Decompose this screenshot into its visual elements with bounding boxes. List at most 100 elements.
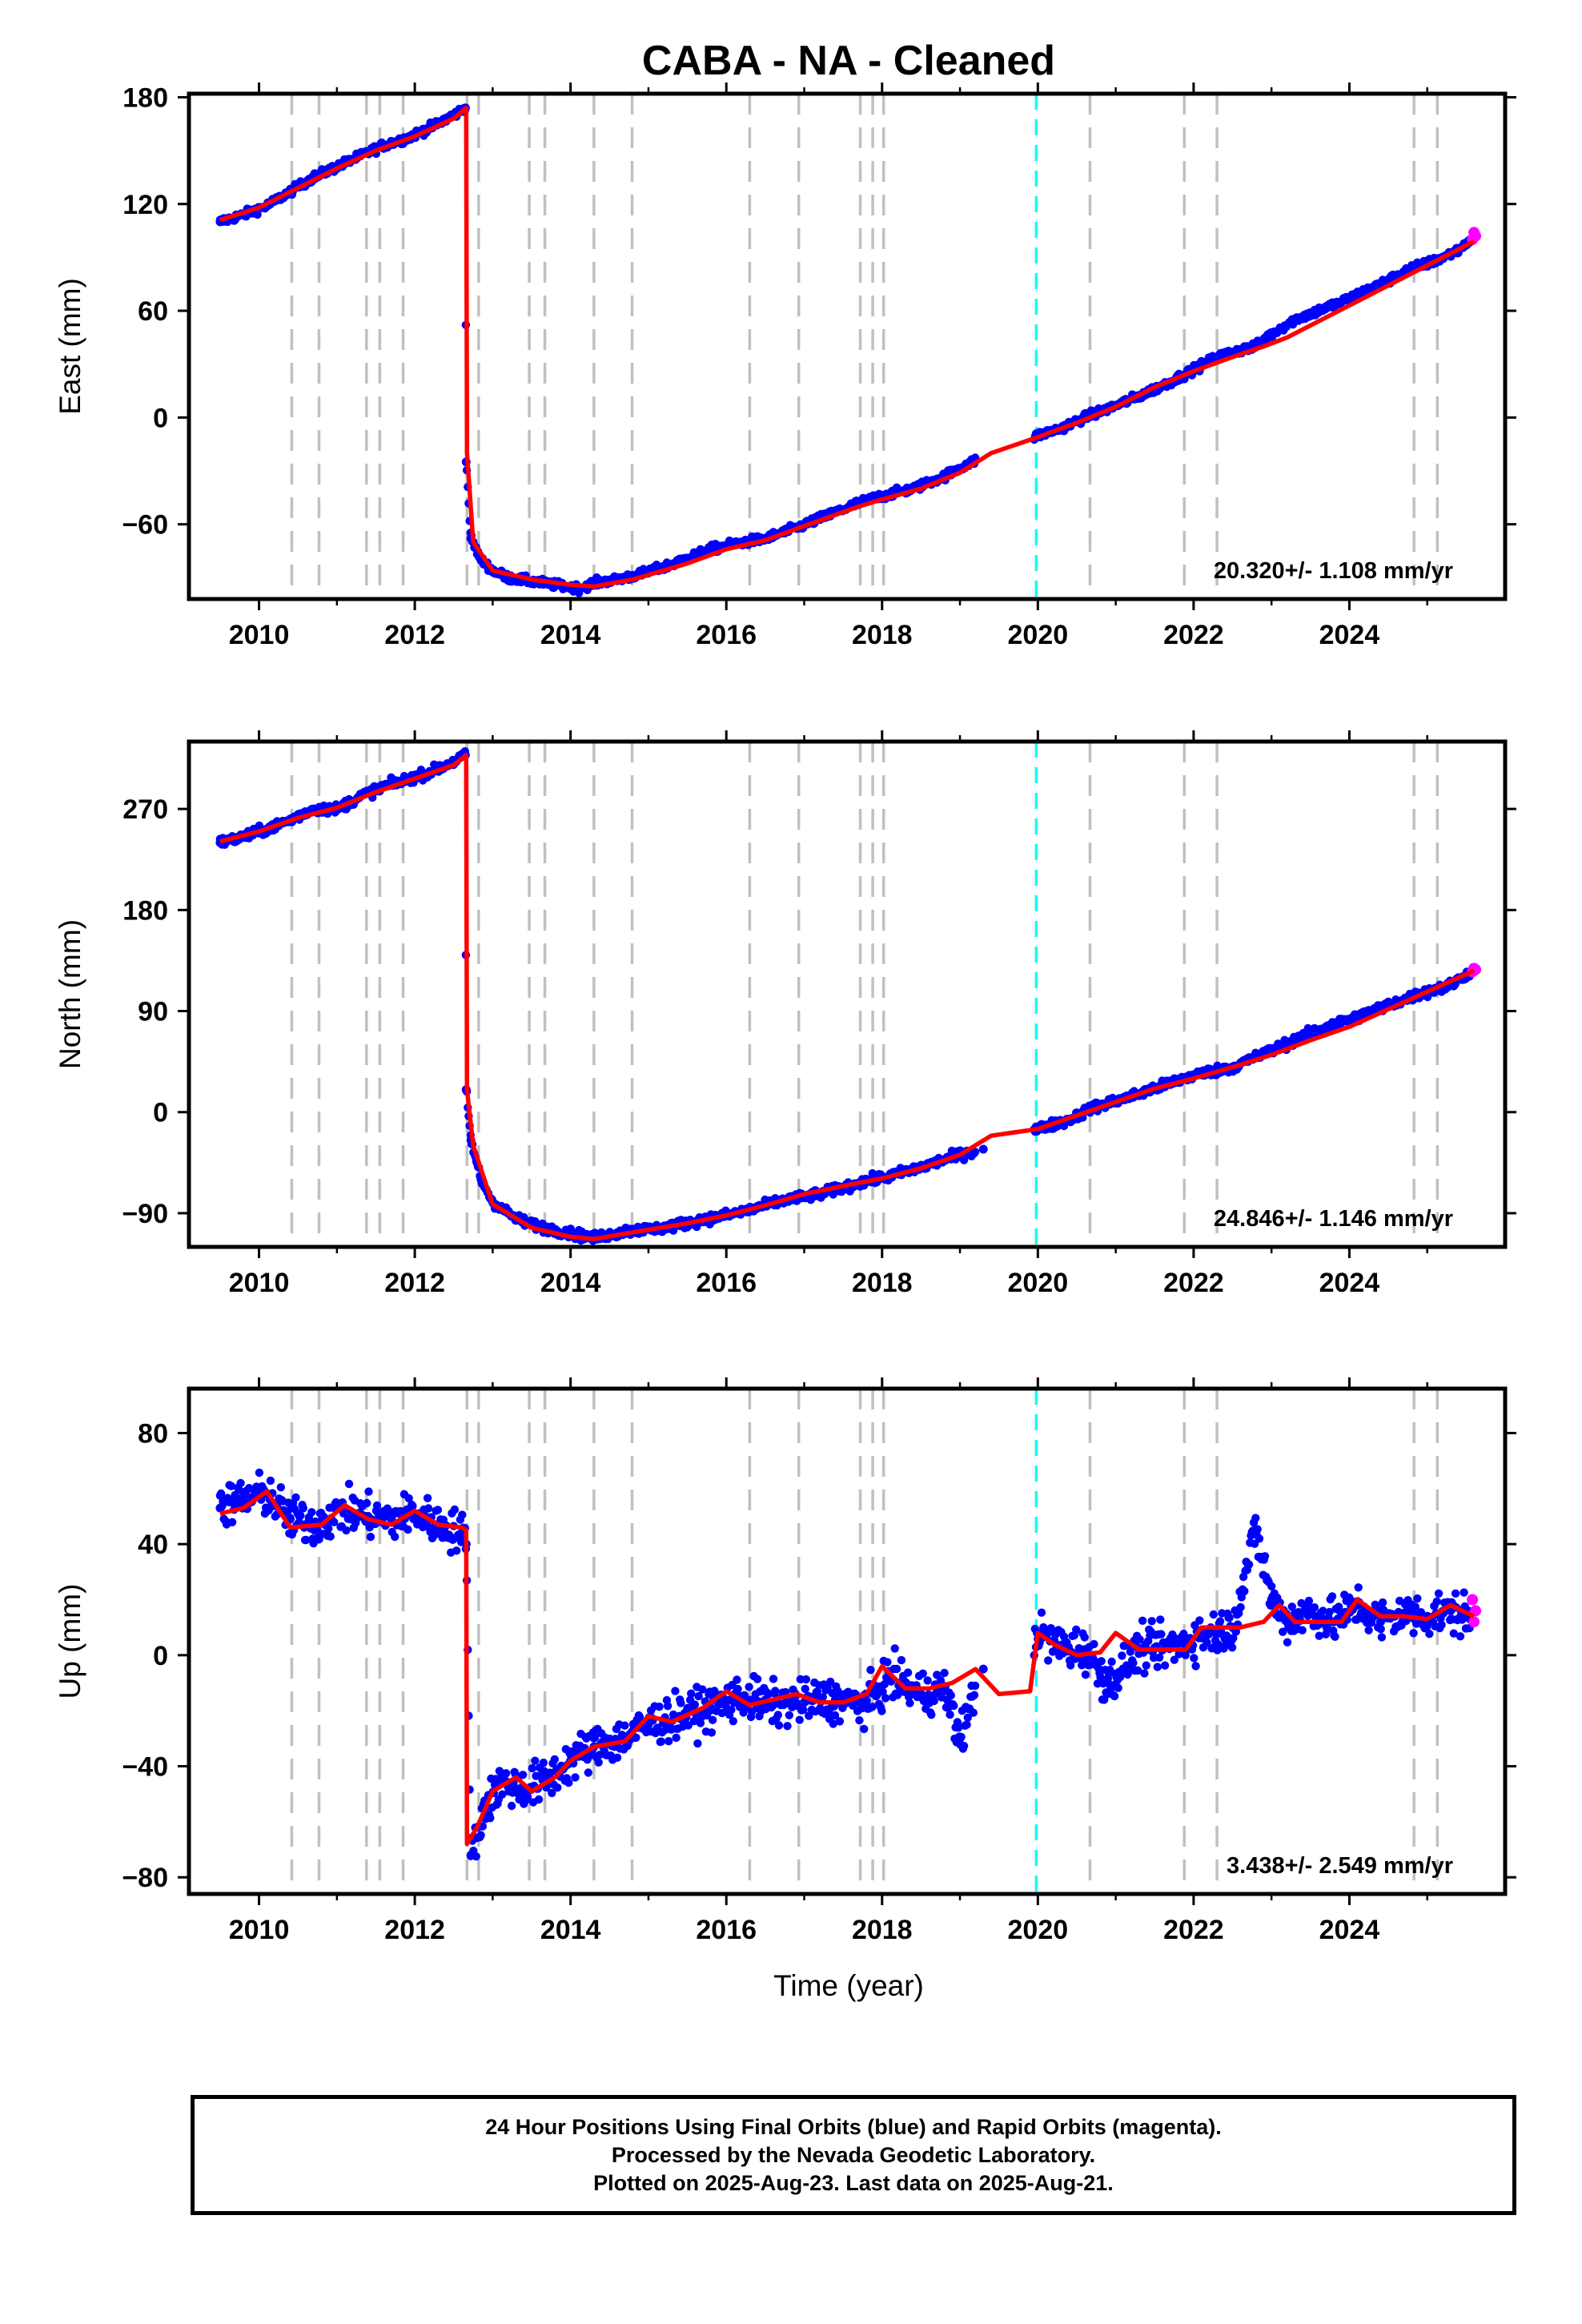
final-orbit-series — [215, 747, 1474, 1245]
final-orbit-point — [534, 1795, 544, 1804]
final-orbit-point — [753, 1675, 762, 1683]
final-orbit-point — [795, 1715, 804, 1724]
final-orbit-point — [918, 1669, 927, 1678]
final-orbit-point — [1227, 1643, 1237, 1652]
final-orbit-point — [1251, 1526, 1261, 1535]
caption-line-3: Plotted on 2025-Aug-23. Last data on 202… — [593, 2170, 1114, 2195]
final-orbit-point — [1425, 1630, 1434, 1638]
final-orbit-point — [883, 1658, 892, 1667]
final-orbit-point — [783, 1722, 792, 1731]
x-tick-label: 2024 — [1319, 1915, 1380, 1945]
final-orbit-point — [1260, 1552, 1270, 1561]
data-layer — [215, 1468, 1482, 1861]
final-orbit-point — [1432, 1597, 1442, 1606]
final-orbit-point — [769, 1675, 778, 1683]
final-orbit-point — [1072, 1625, 1081, 1634]
final-orbit-point — [1157, 1630, 1166, 1638]
caption-line-1: 24 Hour Positions Using Final Orbits (bl… — [485, 2114, 1222, 2139]
y-axis-label: Up (mm) — [54, 1584, 86, 1699]
final-orbit-point — [693, 1739, 702, 1748]
final-orbit-point — [656, 1737, 666, 1746]
x-tick-label: 2022 — [1163, 620, 1224, 650]
final-orbit-point — [307, 1508, 316, 1517]
y-tick-label: 40 — [138, 1530, 168, 1560]
final-orbit-point — [276, 1483, 285, 1492]
x-tick-label: 2018 — [852, 1268, 913, 1298]
final-orbit-point — [408, 1502, 417, 1510]
final-orbit-point — [970, 1691, 979, 1699]
final-orbit-point — [1378, 1598, 1387, 1607]
final-orbit-point — [1331, 1632, 1339, 1641]
final-orbit-point — [916, 1689, 926, 1699]
final-orbit-point — [1225, 1613, 1234, 1622]
final-orbit-point — [978, 1144, 988, 1154]
final-orbit-point — [1160, 1661, 1170, 1670]
final-orbit-point — [708, 1715, 717, 1724]
final-orbit-point — [215, 1503, 225, 1513]
final-orbit-point — [1314, 306, 1323, 316]
final-orbit-point — [890, 1644, 899, 1653]
final-orbit-point — [548, 1788, 556, 1798]
final-orbit-point — [1140, 1669, 1149, 1678]
x-tick-label: 2016 — [696, 1915, 757, 1945]
final-orbit-point — [424, 1504, 433, 1513]
final-orbit-point — [1337, 297, 1347, 307]
x-tick-label: 2012 — [384, 1915, 445, 1945]
final-orbit-point — [1251, 1514, 1260, 1522]
final-orbit-point — [291, 1493, 300, 1502]
final-orbit-point — [1229, 1634, 1238, 1642]
final-orbit-point — [785, 1711, 793, 1719]
x-tick-label: 2020 — [1008, 1268, 1069, 1298]
final-orbit-point — [963, 1713, 973, 1722]
final-orbit-point — [539, 1759, 548, 1767]
final-orbit-point — [302, 1535, 311, 1545]
final-orbit-point — [1138, 1616, 1147, 1626]
final-orbit-point — [363, 1498, 371, 1508]
final-orbit-point — [1416, 1608, 1426, 1617]
final-orbit-point — [861, 1700, 871, 1710]
rate-annotation: 24.846+/- 1.146 mm/yr — [1214, 1206, 1453, 1232]
final-orbit-point — [978, 1664, 988, 1674]
final-orbit-point — [1411, 1602, 1420, 1611]
final-orbit-point — [364, 1487, 373, 1496]
final-orbit-point — [266, 1476, 275, 1486]
final-orbit-point — [1449, 1629, 1459, 1638]
final-orbit-point — [881, 1694, 890, 1703]
final-orbit-point — [1097, 1657, 1106, 1666]
final-orbit-point — [745, 1683, 753, 1691]
final-orbit-point — [706, 545, 716, 554]
final-orbit-point — [1319, 1606, 1327, 1615]
final-orbit-point — [671, 1687, 680, 1695]
final-orbit-point — [818, 1693, 827, 1702]
final-orbit-point — [771, 1687, 780, 1695]
plot-frame — [187, 1386, 1508, 1896]
final-orbit-point — [1044, 1656, 1053, 1665]
final-orbit-point — [227, 1482, 236, 1490]
data-layer — [215, 747, 1482, 1245]
final-orbit-point — [897, 1655, 906, 1665]
x-tick-label: 2010 — [229, 1268, 290, 1298]
final-orbit-point — [903, 1668, 913, 1677]
final-orbit-point — [1298, 1626, 1307, 1634]
data-layer — [215, 103, 1482, 597]
final-orbit-point — [1321, 1022, 1331, 1031]
final-orbit-point — [1360, 287, 1370, 296]
caption-line-2: Processed by the Nevada Geodetic Laborat… — [611, 2142, 1096, 2167]
final-orbit-point — [1174, 1650, 1183, 1659]
final-orbit-point — [694, 1691, 703, 1701]
final-orbit-point — [955, 1734, 965, 1743]
final-orbit-point — [801, 1684, 809, 1694]
final-orbit-point — [970, 1148, 980, 1156]
final-orbit-point — [946, 1710, 954, 1719]
final-orbit-point — [452, 1546, 461, 1555]
final-orbit-point — [801, 1675, 810, 1684]
y-tick-label: 0 — [153, 1641, 168, 1671]
x-tick-label: 2012 — [384, 1268, 445, 1298]
final-orbit-point — [450, 1505, 460, 1514]
panel-east: 2010 2012 2014 2016 2018 2020 2022 2024 180 120 60… — [54, 82, 1516, 650]
model-fit-line — [219, 1489, 1476, 1847]
rapid-orbit-point — [1467, 1594, 1479, 1606]
final-orbit-point — [1191, 1662, 1200, 1671]
final-orbit-point — [1434, 1589, 1443, 1598]
x-tick-label: 2020 — [1008, 1915, 1069, 1945]
